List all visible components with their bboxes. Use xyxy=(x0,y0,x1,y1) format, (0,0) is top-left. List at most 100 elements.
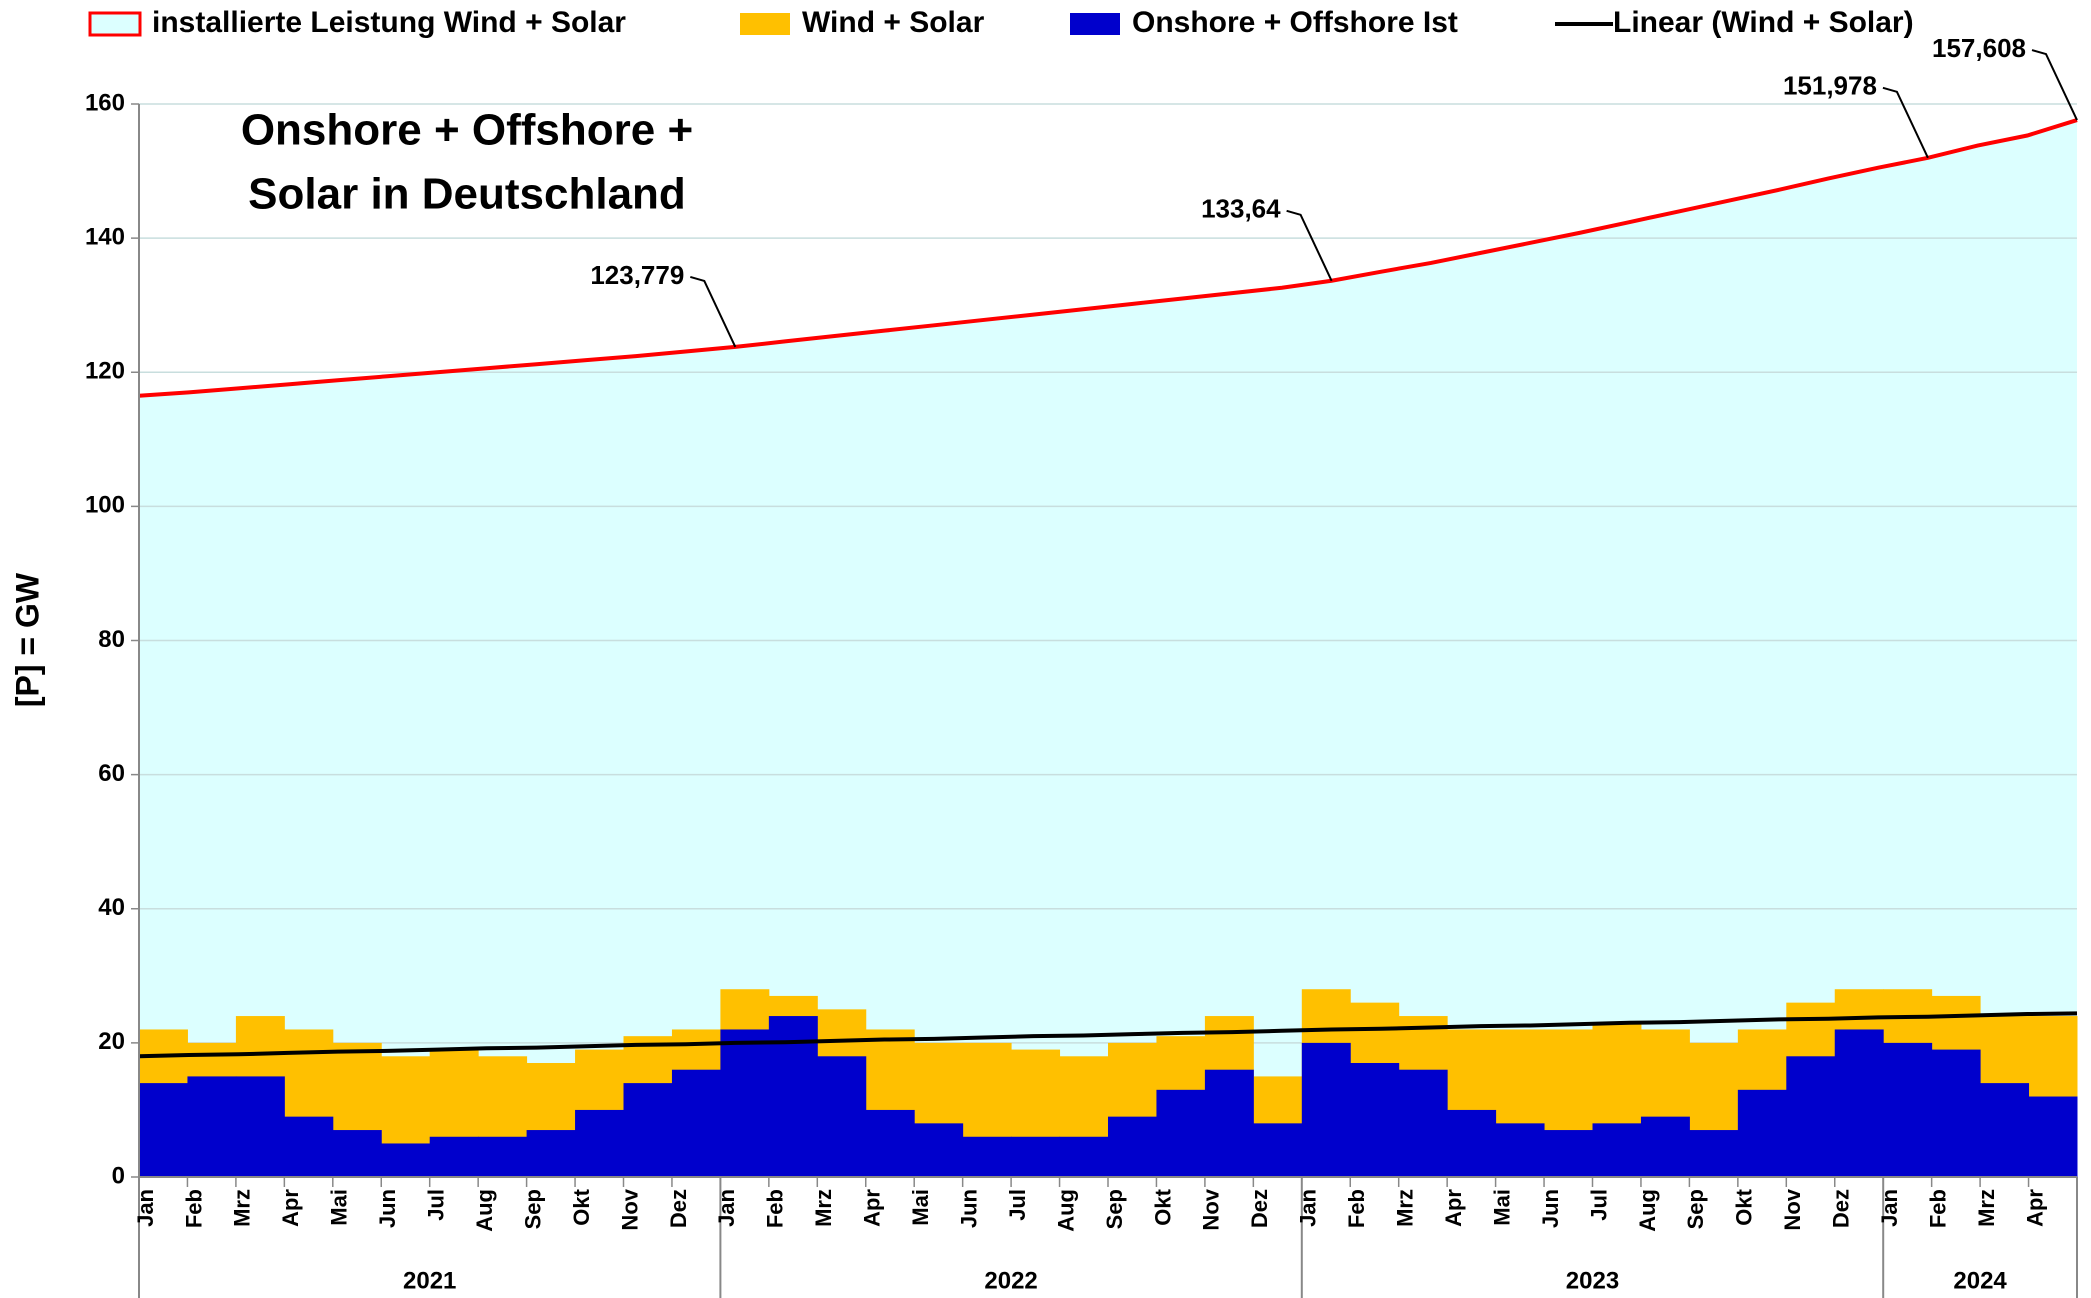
x-tick-label: Aug xyxy=(1635,1189,1660,1232)
leader-line xyxy=(690,275,737,348)
bar xyxy=(1931,1049,1981,1177)
bar xyxy=(1640,1116,1690,1177)
x-tick-label: Mai xyxy=(908,1189,933,1226)
area-fill xyxy=(139,120,2077,1177)
x-tick-label: Jan xyxy=(1296,1189,1321,1227)
bar xyxy=(332,1130,382,1177)
x-tick-label: Feb xyxy=(1925,1189,1950,1228)
bar xyxy=(2028,1096,2078,1177)
bar xyxy=(1689,1130,1739,1177)
x-tick-label: Sep xyxy=(520,1189,545,1229)
x-tick-label: Mai xyxy=(327,1189,352,1226)
bar xyxy=(1253,1123,1303,1177)
bar xyxy=(623,1083,673,1177)
bar xyxy=(187,1076,237,1177)
bar xyxy=(720,1029,770,1177)
x-tick-label: Jan xyxy=(714,1189,739,1227)
y-tick-label: 100 xyxy=(85,492,125,519)
chart-title: Solar in Deutschland xyxy=(248,170,686,219)
x-tick-label: Jul xyxy=(1586,1189,1611,1221)
x-tick-label: Feb xyxy=(1344,1189,1369,1228)
bar xyxy=(526,1130,576,1177)
y-tick-label: 140 xyxy=(85,223,125,250)
bar xyxy=(1398,1069,1448,1177)
y-tick-label: 20 xyxy=(98,1028,125,1055)
bar xyxy=(1592,1123,1642,1177)
bar xyxy=(1011,1136,1061,1177)
year-label: 2022 xyxy=(984,1267,1037,1294)
y-axis-label: [P] = GW xyxy=(9,572,45,707)
x-tick-label: Feb xyxy=(181,1189,206,1228)
x-tick-label: Nov xyxy=(1780,1188,1805,1230)
x-tick-label: Jun xyxy=(956,1189,981,1228)
bar xyxy=(1883,1042,1933,1177)
x-tick-label: Jan xyxy=(133,1189,158,1227)
x-tick-label: Dez xyxy=(666,1189,691,1228)
bar xyxy=(235,1076,285,1177)
data-label: 123,779 xyxy=(590,260,684,290)
x-tick-label: Okt xyxy=(569,1188,594,1225)
bar xyxy=(1059,1136,1109,1177)
legend-label: Linear (Wind + Solar) xyxy=(1613,6,1914,39)
x-tick-label: Mrz xyxy=(1393,1189,1418,1227)
year-label: 2024 xyxy=(1953,1267,2007,1294)
bar xyxy=(1786,1056,1836,1177)
x-tick-label: Apr xyxy=(1441,1189,1466,1227)
bar xyxy=(962,1136,1012,1177)
bar xyxy=(1447,1109,1497,1177)
x-tick-label: Jun xyxy=(1538,1189,1563,1228)
bar xyxy=(575,1109,624,1177)
year-label: 2021 xyxy=(403,1267,456,1294)
data-label: 151,978 xyxy=(1783,71,1877,101)
bar xyxy=(1980,1083,2030,1177)
bar xyxy=(1350,1062,1400,1177)
leader-line xyxy=(1882,86,1929,159)
bar xyxy=(1108,1116,1157,1177)
x-tick-label: Nov xyxy=(1199,1188,1224,1230)
y-tick-label: 0 xyxy=(112,1162,125,1189)
bar xyxy=(429,1136,479,1177)
bar xyxy=(284,1116,334,1177)
data-label: 133,64 xyxy=(1201,194,1281,224)
x-tick-label: Aug xyxy=(1053,1189,1078,1232)
x-tick-label: Sep xyxy=(1683,1189,1708,1229)
legend-swatch xyxy=(740,13,790,35)
legend-swatch xyxy=(1070,13,1120,35)
x-tick-label: Mrz xyxy=(1974,1189,1999,1227)
x-tick-label: Dez xyxy=(1829,1189,1854,1228)
x-tick-label: Apr xyxy=(2022,1189,2047,1227)
x-tick-label: Okt xyxy=(1150,1188,1175,1225)
legend-label: installierte Leistung Wind + Solar xyxy=(152,6,626,39)
x-tick-label: Dez xyxy=(1247,1189,1272,1228)
plot-area xyxy=(138,103,2078,1178)
x-tick-label: Nov xyxy=(617,1188,642,1230)
year-label: 2023 xyxy=(1566,1267,1619,1294)
y-tick-label: 40 xyxy=(98,894,125,921)
data-label: 157,608 xyxy=(1932,33,2026,63)
capacity-line xyxy=(138,118,2078,398)
chart-title: Onshore + Offshore + xyxy=(241,106,693,155)
bar xyxy=(671,1069,721,1177)
bar xyxy=(478,1136,528,1177)
bar xyxy=(1204,1069,1254,1177)
x-tick-label: Apr xyxy=(278,1189,303,1227)
x-tick-label: Jun xyxy=(375,1189,400,1228)
x-tick-label: Feb xyxy=(763,1189,788,1228)
x-tick-label: Okt xyxy=(1732,1188,1757,1225)
legend-label: Wind + Solar xyxy=(802,6,985,39)
bar xyxy=(1737,1089,1787,1177)
y-tick-label: 120 xyxy=(85,358,125,385)
x-tick-label: Jan xyxy=(1877,1189,1902,1227)
bar xyxy=(1301,1042,1351,1177)
leader-line xyxy=(2031,49,2078,121)
x-tick-label: Sep xyxy=(1102,1189,1127,1229)
bar xyxy=(865,1109,915,1177)
x-tick-label: Mrz xyxy=(811,1189,836,1227)
bar xyxy=(139,1083,188,1177)
x-tick-label: Jul xyxy=(1005,1189,1030,1221)
x-tick-label: Apr xyxy=(860,1189,885,1227)
legend-label: Onshore + Offshore Ist xyxy=(1132,6,1458,39)
x-tick-label: Jul xyxy=(424,1189,449,1221)
x-tick-label: Mai xyxy=(1489,1189,1514,1226)
